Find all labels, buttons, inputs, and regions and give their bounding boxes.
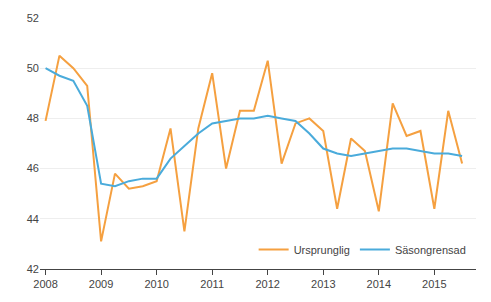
svg-text:2014: 2014 — [367, 278, 391, 290]
svg-text:50: 50 — [27, 62, 39, 74]
svg-text:2011: 2011 — [200, 278, 224, 290]
svg-text:2008: 2008 — [33, 278, 57, 290]
svg-text:52: 52 — [27, 12, 39, 24]
svg-text:42: 42 — [27, 263, 39, 275]
svg-text:44: 44 — [27, 213, 39, 225]
svg-text:2010: 2010 — [144, 278, 168, 290]
svg-text:2013: 2013 — [311, 278, 335, 290]
svg-text:Säsongrensad: Säsongrensad — [395, 244, 466, 256]
svg-text:Ursprunglig: Ursprunglig — [294, 244, 350, 256]
svg-text:46: 46 — [27, 162, 39, 174]
svg-text:48: 48 — [27, 112, 39, 124]
svg-text:2009: 2009 — [89, 278, 113, 290]
svg-text:2015: 2015 — [422, 278, 446, 290]
svg-text:2012: 2012 — [255, 278, 279, 290]
